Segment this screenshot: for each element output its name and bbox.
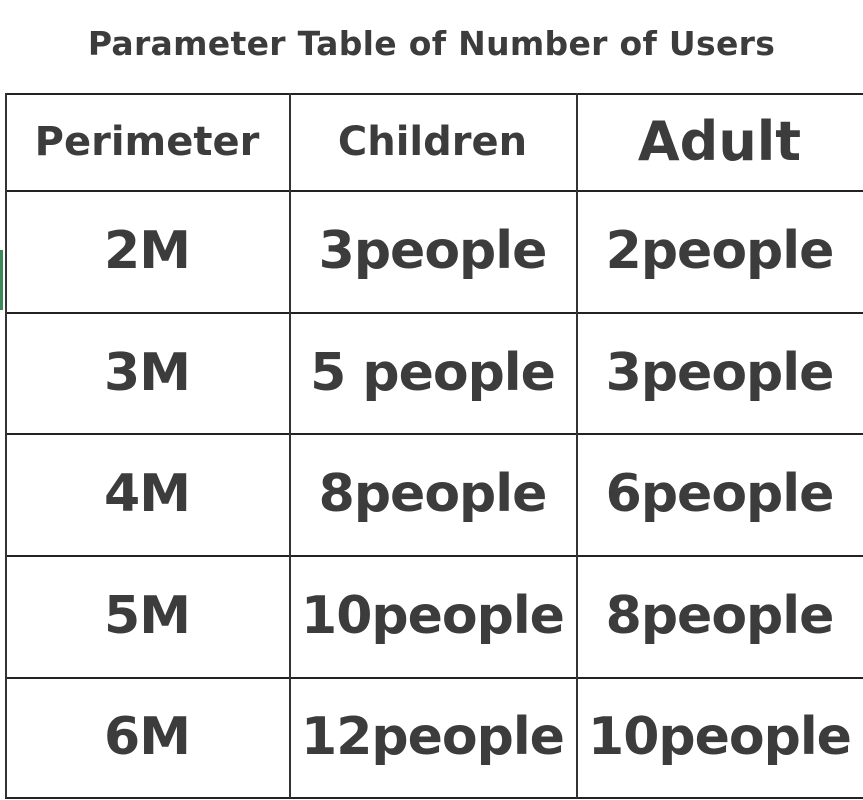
perimeter-cell: 3M bbox=[104, 342, 191, 403]
column-header: Perimeter bbox=[34, 118, 260, 165]
adult-cell: 3people bbox=[605, 342, 835, 403]
adult-cell: 6people bbox=[605, 464, 835, 524]
table-column-divider bbox=[289, 93, 291, 798]
perimeter-cell: 4M bbox=[104, 464, 191, 524]
table-row-divider bbox=[5, 93, 863, 95]
perimeter-cell: 2M bbox=[104, 221, 191, 281]
table-row-divider bbox=[5, 190, 863, 192]
column-header: Children bbox=[337, 118, 528, 165]
children-cell: 3people bbox=[318, 221, 548, 281]
table-row-divider bbox=[5, 555, 863, 557]
children-cell: 12people bbox=[301, 707, 565, 767]
table-row-divider bbox=[5, 677, 863, 679]
children-cell: 5 people bbox=[310, 342, 556, 403]
table-row-divider bbox=[5, 433, 863, 435]
adult-cell: 10people bbox=[588, 707, 852, 767]
table-title: Parameter Table of Number of Users bbox=[87, 24, 776, 63]
edge-mark bbox=[0, 250, 3, 310]
column-header: Adult bbox=[637, 110, 802, 173]
adult-cell: 2people bbox=[605, 221, 835, 281]
perimeter-cell: 6M bbox=[104, 707, 191, 767]
perimeter-cell: 5M bbox=[104, 586, 191, 646]
children-cell: 10people bbox=[301, 586, 565, 646]
children-cell: 8people bbox=[318, 464, 548, 524]
table-column-divider bbox=[5, 93, 7, 798]
table-row-divider bbox=[5, 797, 863, 799]
adult-cell: 8people bbox=[605, 586, 835, 646]
table-row-divider bbox=[5, 312, 863, 314]
table-column-divider bbox=[576, 93, 578, 798]
